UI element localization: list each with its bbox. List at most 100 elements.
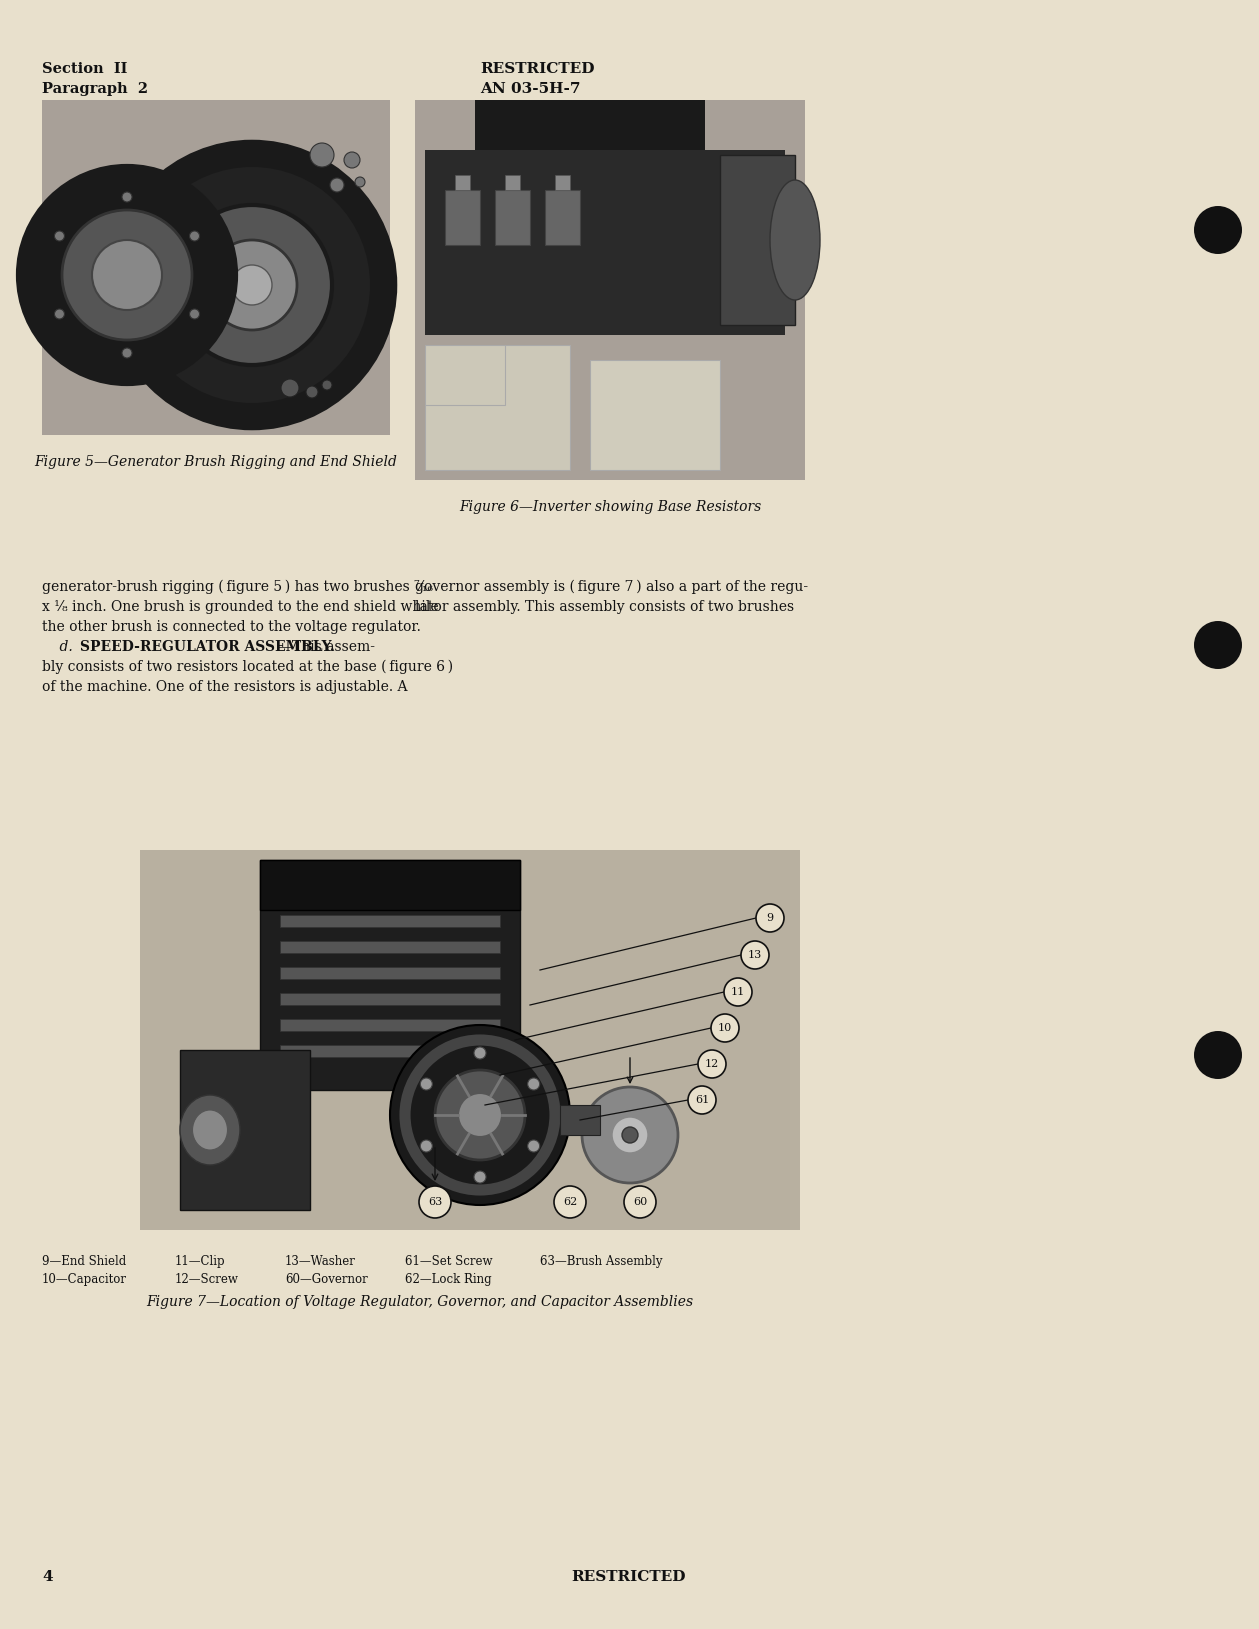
Circle shape: [306, 386, 319, 397]
Ellipse shape: [180, 1095, 240, 1165]
Bar: [415, 99, 805, 481]
Text: SPEED-REGULATOR ASSEMBLY.: SPEED-REGULATOR ASSEMBLY.: [81, 640, 335, 653]
Text: Figure 5—Generator Brush Rigging and End Shield: Figure 5—Generator Brush Rigging and End…: [34, 454, 398, 469]
Text: 13: 13: [748, 950, 762, 959]
Text: RESTRICTED: RESTRICTED: [572, 1570, 686, 1583]
Text: d.: d.: [42, 640, 77, 653]
Bar: [426, 345, 505, 406]
Text: Section  II: Section II: [42, 62, 127, 77]
Text: generator-brush rigging ( figure 5 ) has two brushes ⁷⁄₁₆: generator-brush rigging ( figure 5 ) has…: [42, 580, 433, 595]
Circle shape: [122, 192, 132, 202]
Text: 63—Brush Assembly: 63—Brush Assembly: [540, 1254, 662, 1267]
Text: Paragraph  2: Paragraph 2: [42, 81, 149, 96]
Circle shape: [206, 239, 297, 331]
Circle shape: [458, 1093, 502, 1137]
Text: 13—Washer: 13—Washer: [285, 1254, 356, 1267]
Circle shape: [355, 178, 365, 187]
Text: 60—Governor: 60—Governor: [285, 1272, 368, 1285]
Bar: [279, 1044, 500, 1057]
Text: 12—Screw: 12—Screw: [175, 1272, 239, 1285]
Circle shape: [582, 1087, 679, 1183]
Bar: [279, 942, 500, 953]
Text: RESTRICTED: RESTRICTED: [480, 62, 594, 77]
Circle shape: [190, 310, 199, 319]
Circle shape: [35, 182, 219, 367]
Circle shape: [528, 1140, 540, 1152]
Text: 60: 60: [633, 1197, 647, 1207]
Circle shape: [528, 1078, 540, 1090]
Text: governor assembly is ( figure 7 ) also a part of the regu-: governor assembly is ( figure 7 ) also a…: [415, 580, 808, 595]
Circle shape: [697, 1051, 726, 1078]
Text: 10: 10: [718, 1023, 733, 1033]
Text: of the machine. One of the resistors is adjustable. A: of the machine. One of the resistors is …: [42, 679, 408, 694]
Circle shape: [1194, 205, 1241, 254]
Circle shape: [421, 1140, 432, 1152]
Text: x ¹⁄₈ inch. One brush is grounded to the end shield while: x ¹⁄₈ inch. One brush is grounded to the…: [42, 599, 438, 614]
Circle shape: [622, 1127, 638, 1144]
Circle shape: [687, 1087, 716, 1114]
Circle shape: [172, 205, 332, 365]
Text: 61—Set Screw: 61—Set Screw: [405, 1254, 492, 1267]
Circle shape: [54, 231, 64, 241]
Circle shape: [232, 266, 272, 305]
Circle shape: [310, 143, 334, 168]
Circle shape: [624, 1186, 656, 1218]
Circle shape: [330, 178, 344, 192]
Ellipse shape: [771, 179, 820, 300]
Ellipse shape: [193, 1109, 228, 1150]
Text: 62—Lock Ring: 62—Lock Ring: [405, 1272, 491, 1285]
Text: 9—End Shield: 9—End Shield: [42, 1254, 126, 1267]
Bar: [279, 968, 500, 979]
Bar: [454, 174, 470, 191]
Text: 4: 4: [42, 1570, 53, 1583]
Bar: [495, 191, 530, 244]
Circle shape: [92, 239, 162, 310]
Bar: [261, 860, 520, 911]
Circle shape: [421, 1078, 432, 1090]
Bar: [475, 99, 705, 191]
Circle shape: [322, 380, 332, 389]
Circle shape: [62, 210, 193, 340]
Bar: [426, 345, 570, 471]
Text: Figure 6—Inverter showing Base Resistors: Figure 6—Inverter showing Base Resistors: [458, 500, 762, 515]
Circle shape: [473, 1047, 486, 1059]
Circle shape: [724, 977, 752, 1007]
Circle shape: [436, 1070, 525, 1160]
Bar: [261, 860, 520, 1090]
Bar: [279, 1020, 500, 1031]
Circle shape: [390, 1025, 570, 1205]
Circle shape: [554, 1186, 585, 1218]
Circle shape: [473, 1171, 486, 1183]
Circle shape: [281, 380, 298, 397]
Bar: [279, 915, 500, 927]
Circle shape: [54, 310, 64, 319]
Text: AN 03-5H-7: AN 03-5H-7: [480, 81, 580, 96]
Text: 10—Capacitor: 10—Capacitor: [42, 1272, 127, 1285]
Circle shape: [419, 1186, 451, 1218]
Bar: [720, 155, 794, 326]
Bar: [426, 150, 786, 336]
Bar: [555, 174, 570, 191]
Bar: [279, 994, 500, 1005]
Text: 63: 63: [428, 1197, 442, 1207]
Text: 62: 62: [563, 1197, 577, 1207]
Text: lator assembly. This assembly consists of two brushes: lator assembly. This assembly consists o…: [415, 599, 794, 614]
Circle shape: [711, 1013, 739, 1043]
Text: 11: 11: [731, 987, 745, 997]
Bar: [560, 1104, 601, 1135]
Text: the other brush is connected to the voltage regulator.: the other brush is connected to the volt…: [42, 621, 421, 634]
Text: bly consists of two resistors located at the base ( figure 6 ): bly consists of two resistors located at…: [42, 660, 453, 674]
Bar: [140, 850, 799, 1230]
Bar: [180, 1051, 310, 1210]
Bar: [590, 360, 720, 471]
Circle shape: [612, 1117, 648, 1153]
Circle shape: [742, 942, 769, 969]
Circle shape: [1194, 621, 1241, 670]
Bar: [42, 99, 390, 435]
Circle shape: [190, 231, 199, 241]
Bar: [545, 191, 580, 244]
Bar: [444, 191, 480, 244]
Circle shape: [122, 349, 132, 358]
Text: 9: 9: [767, 912, 773, 924]
Circle shape: [1194, 1031, 1241, 1078]
